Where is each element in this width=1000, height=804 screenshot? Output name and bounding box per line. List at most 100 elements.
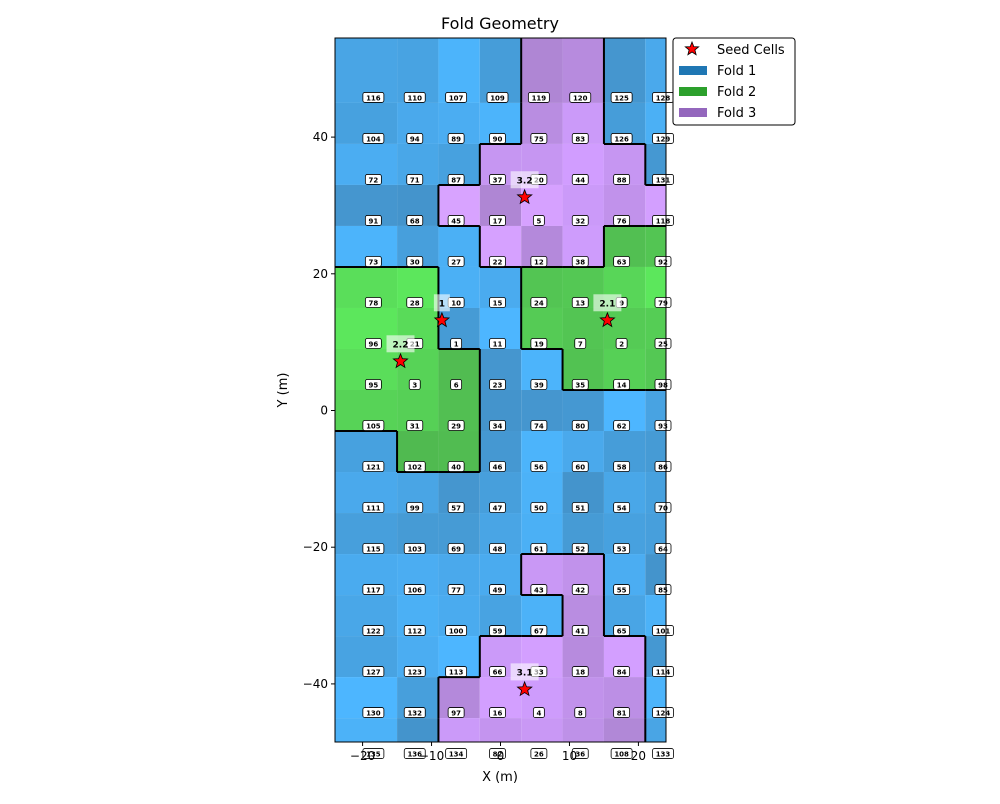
legend-patch <box>679 87 707 96</box>
cell-label: 18 <box>575 669 585 677</box>
cell-label: 32 <box>575 217 585 225</box>
cell-label: 19 <box>534 340 544 348</box>
cell-label-box <box>489 543 506 554</box>
x-tick-label: 20 <box>631 749 646 763</box>
seed-star <box>392 352 409 369</box>
cell-label-box <box>445 748 468 759</box>
cell-label-box <box>652 215 674 226</box>
cell-label-box <box>362 748 385 759</box>
cell-label: 14 <box>617 381 627 389</box>
cell-label: 96 <box>369 340 379 348</box>
y-axis-label: Y (m) <box>276 373 291 409</box>
x-tick-label: −20 <box>350 749 375 763</box>
cell-label: 54 <box>617 505 627 513</box>
cell-label-box <box>530 502 548 513</box>
cell-label-box <box>571 543 589 554</box>
cell-label: 98 <box>658 381 668 389</box>
cell-label: 7 <box>578 340 583 348</box>
cell-label: 10 <box>451 299 461 307</box>
seed-star <box>433 311 451 328</box>
cell-label: 113 <box>449 669 464 677</box>
cell-label: 86 <box>658 464 668 472</box>
cell-label-box <box>489 584 506 595</box>
cell-label: 4 <box>536 710 541 718</box>
cell-label: 67 <box>534 628 544 636</box>
cell-label: 58 <box>617 464 627 472</box>
cell-label: 41 <box>575 628 585 636</box>
cell-label: 65 <box>617 628 627 636</box>
cell-label-box <box>610 92 633 103</box>
cell-label-box <box>364 174 382 185</box>
cell-label: 16 <box>493 710 503 718</box>
cell-label-box <box>445 666 468 677</box>
legend-patch <box>679 108 707 117</box>
cell-label-box <box>364 256 382 267</box>
legend-star <box>684 40 700 56</box>
cell-label: 74 <box>534 423 544 431</box>
cell-label: 35 <box>575 381 585 389</box>
cell-label: 9 <box>619 299 624 307</box>
cell-label-box <box>447 502 465 513</box>
cell-label: 119 <box>532 94 547 102</box>
cell-label: 109 <box>490 94 505 102</box>
cell <box>603 718 646 742</box>
cell-label: 8 <box>578 710 583 718</box>
cell-label-box <box>445 625 468 636</box>
cell-label-box <box>530 379 548 390</box>
cell-label-box <box>530 584 548 595</box>
cell-label-box <box>403 461 426 472</box>
cell-label-box <box>615 338 628 349</box>
cell-label-box <box>403 748 426 759</box>
cell-label-box <box>652 174 674 185</box>
cell-label-box <box>403 707 426 718</box>
cell-label-box <box>571 502 589 513</box>
cell-label-box <box>569 92 592 103</box>
cell-label: 42 <box>575 587 585 595</box>
cell-label: 40 <box>451 464 461 472</box>
seed-star <box>599 311 616 328</box>
cell-label-box <box>571 666 589 677</box>
cell-label: 60 <box>575 464 585 472</box>
cell-label: 64 <box>658 546 668 554</box>
cell-label: 123 <box>407 669 422 677</box>
cell-label: 15 <box>493 299 503 307</box>
cell-label-box <box>654 584 672 595</box>
cell-label-box <box>362 625 385 636</box>
cell-label: 120 <box>573 94 588 102</box>
cell-label-box <box>364 379 382 390</box>
cell-label: 3 <box>412 381 417 389</box>
cell-label: 82 <box>493 751 503 759</box>
cell-label: 30 <box>410 258 420 266</box>
cell-label: 2 <box>619 340 624 348</box>
cell-label: 77 <box>451 587 461 595</box>
cell-label-box <box>530 625 548 636</box>
y-tick-label: 40 <box>313 130 328 144</box>
cell <box>645 718 666 742</box>
cell <box>397 718 439 742</box>
seed-markers: 1 2.1 2.2 3.1 3.2 <box>386 171 622 697</box>
cell-label: 24 <box>534 299 544 307</box>
cell-label: 50 <box>534 505 544 513</box>
cell-label: 43 <box>534 587 544 595</box>
cell-label-box <box>406 420 424 431</box>
cell-label: 39 <box>534 381 544 389</box>
cell-label: 80 <box>575 423 585 431</box>
legend-patch <box>679 66 707 75</box>
cell-label: 112 <box>407 628 422 636</box>
cell-label-box <box>486 92 509 103</box>
cell <box>562 718 604 742</box>
cell-label-box <box>571 215 589 226</box>
cell-label: 72 <box>369 176 379 184</box>
cell-label-box <box>571 174 589 185</box>
cell-label: 59 <box>493 628 503 636</box>
cell-label-box <box>654 543 672 554</box>
cell-label-box <box>362 584 385 595</box>
seed-label: 2.1 <box>599 299 615 309</box>
cell-label: 90 <box>493 135 503 143</box>
cell-label-box <box>489 256 506 267</box>
cell-label: 99 <box>410 505 420 513</box>
cell-label: 127 <box>366 669 381 677</box>
cell-label: 78 <box>369 299 379 307</box>
seed-label-box <box>433 294 450 312</box>
cell-label-box <box>406 174 424 185</box>
